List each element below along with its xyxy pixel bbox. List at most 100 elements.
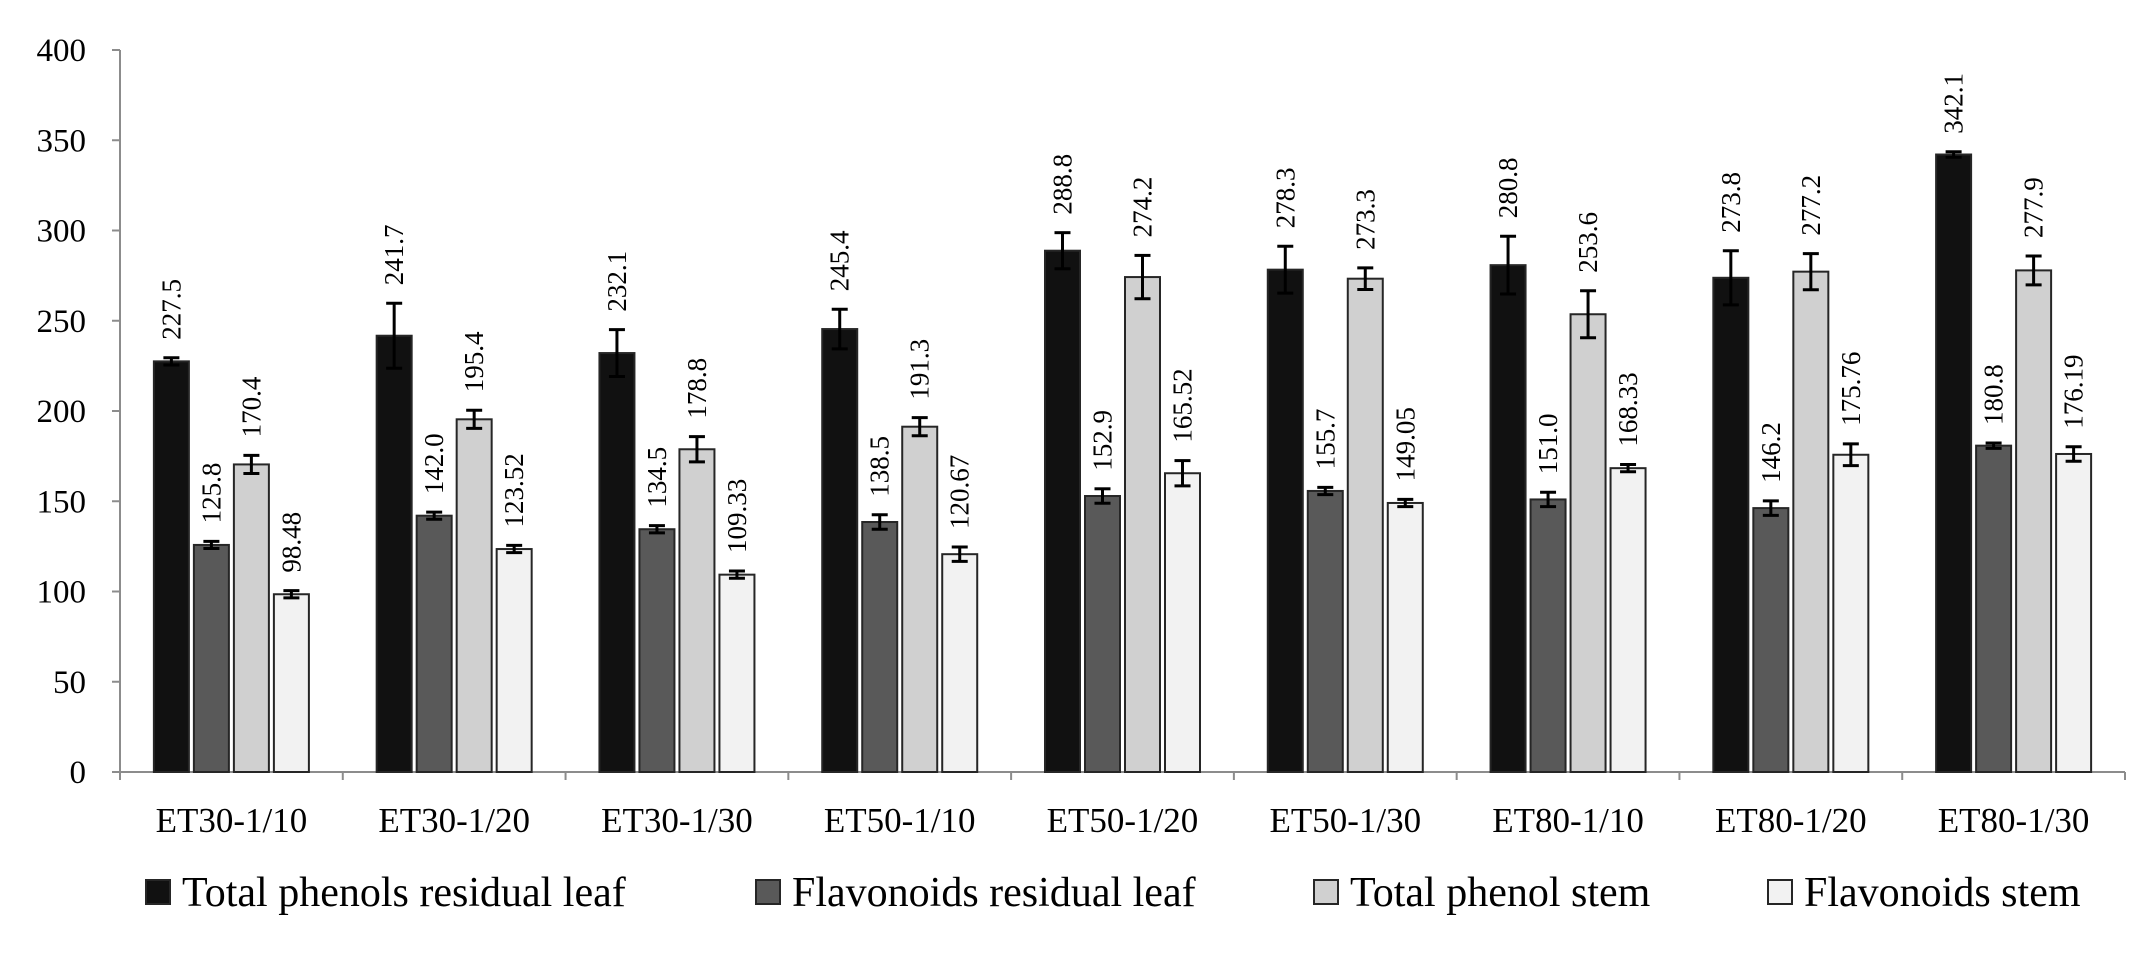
data-labels: 227.5 125.8 170.4 98.48 241.7 142.0 195.4 123.5… <box>156 73 2088 573</box>
data-label: 342.1 <box>1939 73 1969 134</box>
data-label: 168.33 <box>1613 372 1643 446</box>
data-label: 273.8 <box>1716 172 1746 233</box>
error-bar <box>1317 485 1334 497</box>
y-tick-label: 400 <box>37 33 87 69</box>
legend-label: Flavonoids residual leaf <box>792 870 1196 916</box>
x-tick-label: ET50-1/30 <box>1269 801 1421 840</box>
bar <box>1529 498 1567 773</box>
error-bars <box>163 150 2082 600</box>
bar <box>678 448 716 773</box>
error-bar <box>163 356 180 367</box>
y-tick-label: 50 <box>53 665 86 701</box>
bar <box>1346 277 1384 773</box>
data-label: 241.7 <box>379 224 409 285</box>
legend-item: Total phenols residual leaf <box>145 870 626 916</box>
y-tick-label: 200 <box>37 394 87 430</box>
bar <box>1752 507 1790 773</box>
error-bar <box>1134 253 1151 301</box>
error-bar <box>1580 289 1597 340</box>
error-bar <box>1540 490 1557 509</box>
bar <box>861 521 899 773</box>
y-tick-label: 250 <box>37 304 87 340</box>
bar <box>1569 313 1607 773</box>
data-label: 123.52 <box>499 453 529 527</box>
bar <box>1975 444 2013 773</box>
y-tick-label: 150 <box>37 484 87 520</box>
legend-label: Total phenols residual leaf <box>182 870 626 916</box>
x-tick-label: ET50-1/20 <box>1047 801 1199 840</box>
error-bar <box>1054 231 1071 271</box>
data-label: 277.9 <box>2019 177 2049 238</box>
legend-swatch <box>755 879 781 905</box>
legend-swatch <box>1313 879 1339 905</box>
legend-label: Flavonoids stem <box>1804 870 2081 916</box>
bar <box>638 528 676 773</box>
error-bar <box>951 545 968 563</box>
legend-item: Total phenol stem <box>1313 870 1651 916</box>
y-tick-label: 0 <box>70 755 87 791</box>
data-label: 120.67 <box>945 455 975 529</box>
error-bar <box>466 408 483 430</box>
legend-swatch <box>145 879 171 905</box>
data-label: 232.1 <box>602 251 632 312</box>
error-bar <box>1722 249 1739 307</box>
error-bar <box>831 307 848 351</box>
bar <box>1792 270 1830 773</box>
error-bar <box>1802 252 1819 292</box>
error-bar <box>1842 442 1859 468</box>
legend-swatch <box>1767 879 1793 905</box>
data-label: 178.8 <box>682 358 712 419</box>
data-label: 288.8 <box>1048 154 1078 215</box>
data-label: 245.4 <box>825 230 855 291</box>
error-bar <box>506 543 523 555</box>
data-label: 134.5 <box>642 447 672 508</box>
error-bar <box>1174 459 1191 488</box>
error-bar <box>243 453 260 475</box>
bar <box>415 514 453 773</box>
bar <box>1386 501 1424 773</box>
error-bar <box>426 510 443 521</box>
error-bar <box>2025 254 2042 287</box>
error-bar <box>1094 487 1111 505</box>
data-label: 125.8 <box>196 463 226 524</box>
data-label: 278.3 <box>1270 167 1300 228</box>
bar <box>901 425 939 773</box>
bar <box>1266 268 1304 773</box>
error-bar <box>1985 441 2002 450</box>
bar <box>1935 153 1973 773</box>
legend-item: Flavonoids stem <box>1767 870 2081 916</box>
legend: Total phenols residual leaf Flavonoids re… <box>145 870 2081 916</box>
data-label: 170.4 <box>236 376 266 437</box>
x-tick-label: ET30-1/10 <box>156 801 308 840</box>
bar <box>232 463 270 773</box>
data-label: 277.2 <box>1796 175 1826 236</box>
data-label: 273.3 <box>1350 189 1380 250</box>
error-bar <box>2065 445 2082 463</box>
data-label: 227.5 <box>156 279 186 340</box>
x-tick-label: ET30-1/20 <box>378 801 530 840</box>
data-label: 274.2 <box>1128 177 1158 238</box>
y-tick-label: 350 <box>37 123 87 159</box>
error-bar <box>688 435 705 464</box>
data-label: 280.8 <box>1493 158 1523 219</box>
bar <box>1124 276 1161 773</box>
error-bar <box>1357 266 1374 292</box>
error-bar <box>648 524 665 535</box>
y-tick-label: 300 <box>37 214 87 250</box>
bar <box>718 573 756 774</box>
data-label: 98.48 <box>276 512 306 573</box>
data-label: 151.0 <box>1533 413 1563 474</box>
error-bar <box>1945 150 1962 159</box>
legend-label: Total phenol stem <box>1350 870 1651 916</box>
data-label: 138.5 <box>865 436 895 497</box>
x-axis: ET30-1/10 ET30-1/20 ET30-1/30 ET50-1/10 ET50… <box>119 771 2126 840</box>
bar <box>1489 264 1527 773</box>
data-label: 176.19 <box>2059 355 2089 429</box>
data-label: 109.33 <box>722 479 752 553</box>
bar <box>495 548 533 773</box>
error-bar <box>386 301 403 370</box>
bar <box>1609 467 1647 773</box>
error-bar <box>1620 463 1637 474</box>
error-bar <box>1500 234 1517 296</box>
